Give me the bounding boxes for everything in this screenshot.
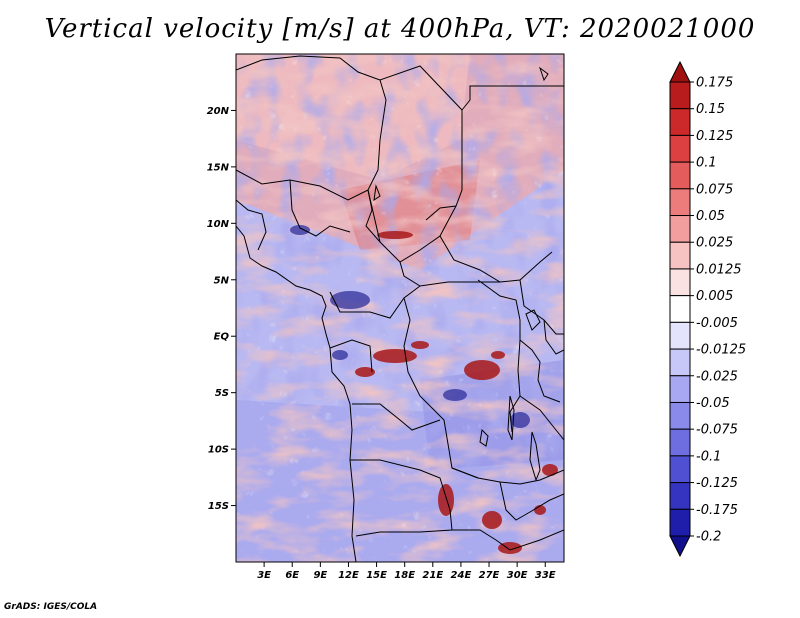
lon-label: 9E (313, 570, 327, 581)
colorbar-swatch (669, 321, 691, 350)
colorbar-label: 0.15 (696, 102, 725, 117)
lat-label: 5S (215, 388, 229, 399)
longitude-axis: 3E 6E 9E 12E 15E 18E 21E 24E 27E 30E 33E (257, 562, 556, 581)
colorbar-swatch (669, 134, 691, 163)
country-borders (236, 55, 564, 562)
lon-label: 33E (535, 570, 556, 581)
grads-credit: GrADS: IGES/COLA (4, 602, 98, 612)
lat-label: 10N (207, 219, 230, 230)
colorbar-label: 0.0125 (696, 262, 742, 277)
lat-label: 20N (207, 106, 230, 117)
colorbar-swatch (669, 161, 691, 190)
lat-label: 15N (207, 162, 230, 173)
lon-label: 12E (338, 570, 359, 581)
colorbar-swatch (669, 348, 691, 377)
lon-label: 3E (257, 570, 271, 581)
map-title: Vertical velocity [m/s] at 400hPa, VT: 2… (44, 14, 756, 44)
lat-label: 10S (208, 445, 229, 456)
colorbar-label: -0.025 (696, 369, 738, 384)
lon-label: 27E (479, 570, 500, 581)
lat-label: 5N (214, 275, 230, 286)
lon-label: 24E (451, 570, 472, 581)
colorbar-label: -0.2 (696, 530, 721, 545)
colorbar-swatch (669, 81, 691, 110)
colorbar-swatch (669, 508, 691, 537)
colorbar-label: -0.005 (696, 316, 738, 331)
colorbar-swatch (669, 188, 691, 217)
colorbar-label: -0.0125 (696, 343, 746, 358)
colorbar-swatch (669, 375, 691, 403)
lat-label: EQ (214, 332, 230, 343)
colorbar-top-arrow (669, 60, 691, 83)
colorbar-label: -0.125 (696, 476, 738, 491)
colorbar-label: -0.075 (696, 423, 738, 438)
colorbar-swatch (669, 241, 691, 270)
lon-label: 21E (422, 570, 443, 581)
colorbar-label: 0.025 (696, 236, 733, 251)
colorbar: 0.175 0.15 0.125 0.1 0.075 0.05 0.025 0.0125 0.0… (669, 60, 746, 558)
colorbar-swatch (669, 268, 691, 297)
colorbar-label: 0.1 (696, 156, 717, 171)
colorbar-swatch (669, 295, 691, 323)
colorbar-bottom-arrow (669, 535, 691, 558)
lon-label: 18E (394, 570, 415, 581)
colorbar-label: 0.005 (696, 289, 733, 304)
colorbar-swatch (669, 428, 691, 457)
latitude-axis: 20N 15N 10N 5N EQ 5S 10S 15S (207, 106, 236, 512)
contour-field (236, 54, 564, 562)
colorbar-swatch (669, 401, 691, 430)
colorbar-label: -0.05 (696, 396, 730, 411)
lon-label: 15E (366, 570, 387, 581)
colorbar-swatch (669, 482, 691, 510)
colorbar-label: 0.075 (696, 182, 733, 197)
colorbar-swatch (669, 215, 691, 243)
colorbar-swatch (669, 108, 691, 136)
lon-label: 6E (285, 570, 299, 581)
colorbar-label: 0.05 (696, 209, 725, 224)
map-frame (235, 53, 565, 563)
lat-label: 15S (208, 501, 229, 512)
lon-label: 30E (507, 570, 528, 581)
colorbar-swatch (669, 455, 691, 484)
colorbar-label: -0.1 (696, 449, 721, 464)
colorbar-label: 0.175 (696, 76, 733, 91)
colorbar-label: 0.125 (696, 129, 733, 144)
colorbar-label: -0.175 (696, 503, 738, 518)
